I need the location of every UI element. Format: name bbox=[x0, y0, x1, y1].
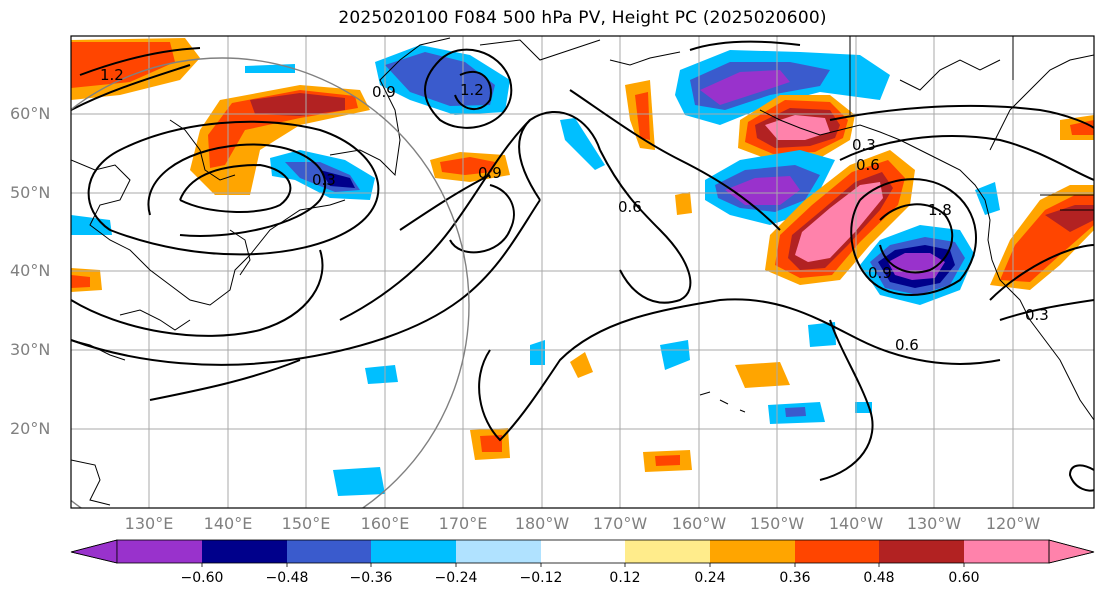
lat-label: 30°N bbox=[10, 340, 51, 359]
lon-label: 140°E bbox=[203, 514, 253, 533]
lon-label: 160°W bbox=[671, 514, 727, 533]
lon-label: 170°E bbox=[438, 514, 488, 533]
lon-label: 150°W bbox=[749, 514, 805, 533]
colorbar-segment bbox=[287, 540, 371, 563]
colorbar-tick-label: −0.36 bbox=[349, 570, 393, 586]
colorbar-segment bbox=[625, 540, 710, 563]
colorbar-segment bbox=[371, 540, 456, 563]
lat-label: 60°N bbox=[10, 104, 51, 123]
contour-label: 0.9 bbox=[372, 83, 396, 101]
lon-label: 130°E bbox=[124, 514, 174, 533]
lon-label: 120°W bbox=[985, 514, 1041, 533]
lat-label: 20°N bbox=[10, 419, 51, 438]
contour-label: 0.9 bbox=[868, 264, 892, 282]
lon-label: 180°W bbox=[514, 514, 570, 533]
colorbar-segment bbox=[879, 540, 964, 563]
contour-label: 1.8 bbox=[928, 201, 952, 219]
colorbar-segment bbox=[202, 540, 287, 563]
colorbar-tick-label: 0.12 bbox=[609, 570, 641, 586]
lon-label: 170°W bbox=[592, 514, 648, 533]
colorbar-tick-label: −0.24 bbox=[434, 570, 478, 586]
contour-label: 0.3 bbox=[1025, 306, 1049, 324]
contour-label: 1.2 bbox=[100, 66, 124, 84]
colorbar-segment bbox=[117, 540, 202, 563]
lon-label: 160°E bbox=[360, 514, 410, 533]
map-title: 2025020100 F084 500 hPa PV, Height PC (2… bbox=[338, 8, 827, 28]
colorbar-segment bbox=[710, 540, 795, 563]
contour-label: 0.3 bbox=[312, 171, 336, 189]
lon-label: 140°W bbox=[828, 514, 884, 533]
height-contours bbox=[71, 40, 1094, 492]
colorbar-tick-label: −0.60 bbox=[180, 570, 224, 586]
contour-label: 1.2 bbox=[460, 81, 484, 99]
colorbar-segment bbox=[1048, 539, 1095, 564]
lon-label: 130°W bbox=[906, 514, 962, 533]
contour-label: 0.3 bbox=[852, 136, 876, 154]
contour-labels: 1.2 0.9 0.3 1.2 0.9 0.6 0.3 0.6 1.8 0.9 … bbox=[100, 66, 1049, 354]
colorbar-segment bbox=[541, 540, 625, 563]
colorbar-segment bbox=[964, 540, 1049, 563]
colorbar-tick-label: 0.60 bbox=[948, 570, 980, 586]
contour-label: 0.9 bbox=[478, 164, 502, 182]
pv-anomaly-shading bbox=[71, 38, 1094, 496]
lon-label: 150°E bbox=[281, 514, 331, 533]
colorbar-tick-label: −0.48 bbox=[265, 570, 309, 586]
colorbar-segment bbox=[456, 540, 541, 563]
lat-label: 50°N bbox=[10, 183, 51, 202]
colorbar-tick-label: 0.48 bbox=[863, 570, 895, 586]
lat-label: 40°N bbox=[10, 261, 51, 280]
colorbar bbox=[70, 539, 1095, 567]
colorbar-tick-label: 0.24 bbox=[694, 570, 726, 586]
range-circle bbox=[71, 57, 470, 508]
colorbar-segment bbox=[795, 540, 879, 563]
contour-label: 0.6 bbox=[856, 156, 880, 174]
colorbar-segment bbox=[70, 539, 118, 564]
contour-label: 0.6 bbox=[618, 198, 642, 216]
colorbar-tick-label: 0.36 bbox=[779, 570, 811, 586]
contour-label: 0.6 bbox=[895, 336, 919, 354]
colorbar-tick-label: −0.12 bbox=[519, 570, 563, 586]
